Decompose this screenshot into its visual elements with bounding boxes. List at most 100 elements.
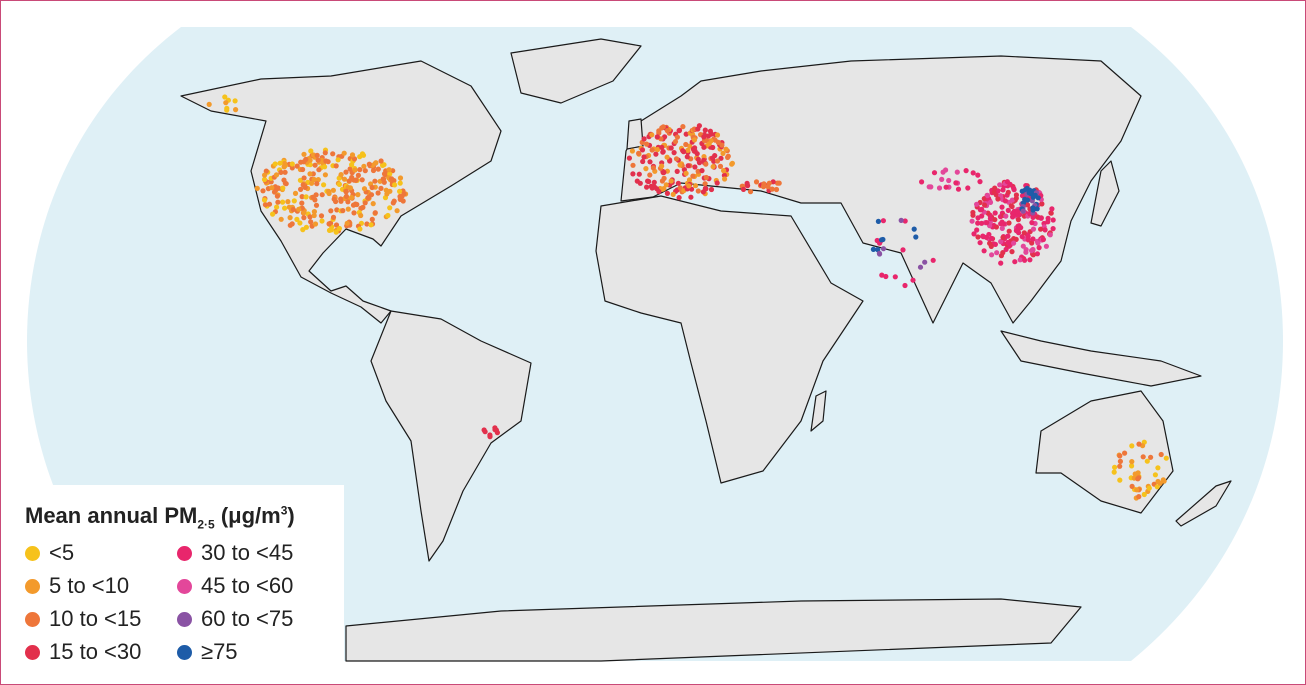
site-dot <box>1157 480 1163 486</box>
site-dot <box>975 172 981 178</box>
site-dot <box>316 167 322 173</box>
site-dot <box>303 224 309 230</box>
site-dot <box>341 150 347 156</box>
site-dot <box>1140 454 1146 460</box>
site-dot <box>729 160 736 166</box>
site-dot <box>1129 463 1135 469</box>
site-dot <box>740 186 747 192</box>
site-dot <box>701 144 707 150</box>
site-dot <box>880 218 887 224</box>
site-dot <box>661 186 667 192</box>
site-dot <box>1161 478 1167 484</box>
site-dot <box>1017 257 1023 263</box>
site-dot <box>970 170 976 176</box>
site-dot <box>994 250 1000 256</box>
site-dot <box>686 183 692 189</box>
site-dot <box>926 184 932 190</box>
site-dot <box>875 218 882 224</box>
site-dot <box>963 168 969 174</box>
site-dot <box>340 208 346 214</box>
africa <box>595 195 864 484</box>
site-dot <box>487 434 493 440</box>
site-dot <box>647 172 653 178</box>
legend-swatch <box>177 579 192 594</box>
site-dot <box>330 151 336 157</box>
site-dot <box>650 165 657 171</box>
site-dot <box>653 151 659 157</box>
site-dot <box>359 151 366 157</box>
site-dot <box>974 201 980 207</box>
site-dot <box>335 157 341 163</box>
site-dot <box>314 181 320 187</box>
site-dot <box>1002 198 1009 204</box>
site-dot <box>278 216 284 222</box>
site-dot <box>321 182 327 188</box>
site-dot <box>919 179 925 185</box>
site-dot <box>1129 459 1135 465</box>
site-dot <box>1026 190 1032 196</box>
site-dot <box>1020 208 1026 214</box>
site-dot <box>1117 463 1123 469</box>
site-dot <box>1030 226 1037 232</box>
site-dot <box>287 222 293 228</box>
legend-title-close: ) <box>287 503 295 528</box>
site-dot <box>338 196 344 202</box>
site-dot <box>355 192 361 198</box>
site-dot <box>639 147 646 153</box>
legend-label: 60 to <75 <box>201 606 294 631</box>
site-dot <box>276 185 282 191</box>
site-dot <box>1009 197 1015 203</box>
site-dot <box>1049 206 1055 212</box>
site-dot <box>723 146 729 152</box>
site-dot <box>397 175 404 181</box>
site-dot <box>626 155 633 161</box>
site-dot <box>992 217 998 223</box>
site-dot <box>1048 210 1054 216</box>
site-dot <box>1006 220 1012 226</box>
site-dot <box>397 196 403 202</box>
site-dot <box>355 172 361 178</box>
site-dot <box>979 206 985 212</box>
site-dot <box>987 199 994 205</box>
site-dot <box>308 219 314 225</box>
site-dot <box>361 186 368 192</box>
site-dot <box>664 128 671 134</box>
site-dot <box>1117 458 1123 464</box>
site-dot <box>649 185 655 191</box>
site-dot <box>273 172 280 178</box>
site-dot <box>357 167 363 173</box>
site-dot <box>1158 451 1164 458</box>
site-dot <box>911 226 917 232</box>
site-dot <box>343 169 349 175</box>
site-dot <box>693 183 699 189</box>
site-dot <box>361 163 367 169</box>
site-dot <box>360 204 366 210</box>
site-dot <box>984 192 991 199</box>
site-dot <box>357 226 363 232</box>
site-dot <box>776 180 782 186</box>
site-dot <box>392 182 398 188</box>
site-dot <box>946 177 952 184</box>
site-dot <box>663 182 669 188</box>
site-dot <box>747 189 754 195</box>
site-dot <box>987 240 993 246</box>
site-dot <box>1000 187 1006 193</box>
site-dot <box>667 158 673 164</box>
site-dot <box>664 154 670 160</box>
site-dot <box>280 185 286 191</box>
site-dot <box>312 221 319 227</box>
legend-title: Mean annual PM2·5 (μg/m3) <box>25 503 295 531</box>
site-dot <box>352 167 358 173</box>
site-dot <box>359 177 365 183</box>
site-dot <box>676 195 682 201</box>
legend-title-text: Mean annual PM <box>25 503 198 528</box>
site-dot <box>954 169 960 175</box>
site-dot <box>686 177 693 183</box>
site-dot <box>1024 197 1031 203</box>
site-dot <box>673 156 680 162</box>
site-dot <box>992 185 998 191</box>
site-dot <box>1122 450 1128 456</box>
site-dot <box>280 199 286 205</box>
site-dot <box>345 206 351 212</box>
site-dot <box>930 257 936 263</box>
